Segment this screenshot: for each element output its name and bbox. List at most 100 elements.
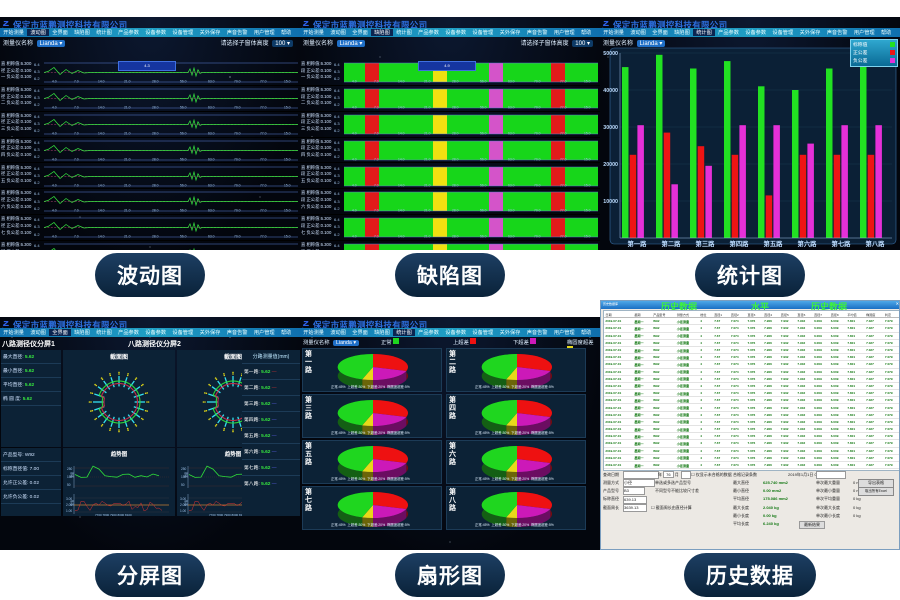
svg-text:第四路: 第四路: [730, 239, 750, 248]
svg-text:14.0: 14.0: [398, 209, 405, 213]
svg-text:70.0: 70.0: [234, 105, 241, 109]
svg-text:28.0: 28.0: [152, 80, 159, 84]
svg-text:28.0: 28.0: [152, 183, 159, 187]
svg-text:4.0: 4.0: [52, 131, 57, 135]
svg-text:4.0: 4.0: [52, 183, 57, 187]
svg-text:70.0: 70.0: [534, 80, 541, 84]
svg-text:15.0: 15.0: [584, 209, 591, 213]
svg-text:7700 7800 7900 8000 8100: 7700 7800 7900 8000 8100: [95, 513, 132, 516]
svg-text:63.0: 63.0: [208, 80, 215, 84]
svg-text:77.0: 77.0: [260, 105, 267, 109]
svg-text:4.0: 4.0: [352, 105, 357, 109]
svg-text:7700 7800 7900 8000 8100: 7700 7800 7900 8000 8100: [209, 513, 246, 516]
svg-text:第二路: 第二路: [662, 239, 682, 248]
svg-text:15.0: 15.0: [284, 131, 291, 135]
svg-text:14.0: 14.0: [398, 183, 405, 187]
svg-text:第八路: 第八路: [866, 239, 886, 248]
svg-text:56.0: 56.0: [480, 235, 487, 239]
svg-text:15.0: 15.0: [584, 80, 591, 84]
svg-text:77.0: 77.0: [560, 157, 567, 161]
svg-text:21.0: 21.0: [124, 209, 131, 213]
svg-text:77.0: 77.0: [260, 209, 267, 213]
svg-text:40000: 40000: [603, 88, 618, 94]
svg-text:第七路: 第七路: [832, 239, 852, 248]
svg-text:14.0: 14.0: [398, 131, 405, 135]
svg-text:77.0: 77.0: [560, 183, 567, 187]
svg-text:7.0: 7.0: [374, 235, 379, 239]
svg-text:50: 50: [181, 483, 185, 487]
svg-text:21.0: 21.0: [124, 183, 131, 187]
svg-text:28.0: 28.0: [452, 80, 459, 84]
svg-text:21.0: 21.0: [424, 235, 431, 239]
svg-text:7.0: 7.0: [74, 131, 79, 135]
svg-text:28.0: 28.0: [152, 157, 159, 161]
svg-text:63.0: 63.0: [508, 131, 515, 135]
svg-text:量值: 量值: [183, 500, 188, 506]
svg-text:63.0: 63.0: [208, 157, 215, 161]
svg-text:15.0: 15.0: [584, 157, 591, 161]
svg-text:21.0: 21.0: [424, 80, 431, 84]
svg-text:70.0: 70.0: [234, 235, 241, 239]
svg-text:28.0: 28.0: [452, 131, 459, 135]
svg-text:77.0: 77.0: [260, 157, 267, 161]
svg-text:4.0: 4.0: [352, 235, 357, 239]
svg-text:50: 50: [67, 483, 71, 487]
svg-text:250: 250: [181, 467, 187, 471]
svg-text:70.0: 70.0: [234, 209, 241, 213]
svg-text:28.0: 28.0: [452, 235, 459, 239]
svg-text:14.0: 14.0: [98, 183, 105, 187]
svg-text:77.0: 77.0: [560, 131, 567, 135]
svg-text:21.0: 21.0: [424, 183, 431, 187]
svg-text:56.0: 56.0: [480, 131, 487, 135]
svg-text:7.0: 7.0: [74, 209, 79, 213]
svg-text:7.0: 7.0: [374, 157, 379, 161]
svg-text:21.0: 21.0: [124, 157, 131, 161]
svg-text:70.0: 70.0: [534, 183, 541, 187]
svg-text:15.0: 15.0: [284, 209, 291, 213]
svg-text:1.00: 1.00: [180, 509, 186, 513]
svg-text:4.0: 4.0: [52, 209, 57, 213]
svg-text:7.0: 7.0: [374, 183, 379, 187]
svg-text:63.0: 63.0: [508, 157, 515, 161]
svg-text:63.0: 63.0: [508, 235, 515, 239]
svg-text:14.0: 14.0: [98, 80, 105, 84]
svg-text:28.0: 28.0: [452, 105, 459, 109]
svg-text:20000: 20000: [603, 162, 618, 168]
svg-text:77.0: 77.0: [260, 183, 267, 187]
svg-text:70.0: 70.0: [234, 183, 241, 187]
svg-text:10000: 10000: [603, 199, 618, 205]
svg-text:70.0: 70.0: [234, 131, 241, 135]
svg-text:77.0: 77.0: [260, 235, 267, 239]
svg-text:77.0: 77.0: [560, 80, 567, 84]
svg-text:56.0: 56.0: [180, 209, 187, 213]
svg-text:30000: 30000: [603, 125, 618, 131]
svg-text:7.0: 7.0: [374, 209, 379, 213]
svg-text:4.0: 4.0: [52, 80, 57, 84]
svg-text:14.0: 14.0: [398, 80, 405, 84]
svg-text:56.0: 56.0: [180, 80, 187, 84]
svg-text:70.0: 70.0: [534, 235, 541, 239]
svg-text:4.0: 4.0: [52, 105, 57, 109]
svg-text:70.0: 70.0: [234, 157, 241, 161]
svg-text:63.0: 63.0: [208, 183, 215, 187]
svg-text:63.0: 63.0: [208, 131, 215, 135]
svg-text:56.0: 56.0: [180, 131, 187, 135]
svg-text:63.0: 63.0: [208, 209, 215, 213]
svg-text:63.0: 63.0: [508, 209, 515, 213]
svg-text:77.0: 77.0: [560, 235, 567, 239]
svg-text:250: 250: [67, 467, 73, 471]
svg-text:56.0: 56.0: [180, 235, 187, 239]
svg-text:7.0: 7.0: [374, 80, 379, 84]
svg-text:77.0: 77.0: [560, 209, 567, 213]
svg-text:28.0: 28.0: [452, 157, 459, 161]
svg-text:28.0: 28.0: [152, 209, 159, 213]
svg-text:56.0: 56.0: [480, 183, 487, 187]
svg-text:15.0: 15.0: [284, 80, 291, 84]
svg-text:70.0: 70.0: [534, 131, 541, 135]
svg-text:7.0: 7.0: [374, 105, 379, 109]
svg-text:7.0: 7.0: [374, 131, 379, 135]
svg-text:15.0: 15.0: [584, 183, 591, 187]
svg-text:4.0: 4.0: [352, 183, 357, 187]
svg-text:77.0: 77.0: [560, 105, 567, 109]
svg-text:15.0: 15.0: [284, 157, 291, 161]
